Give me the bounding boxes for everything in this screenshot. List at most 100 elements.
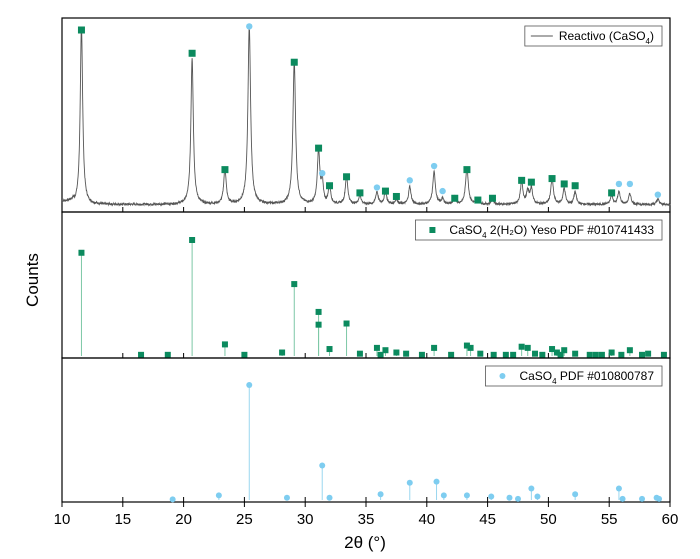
peak-marker-square [463, 166, 471, 174]
reference-marker-square [291, 281, 298, 288]
reference-marker-square [539, 351, 546, 358]
peak-marker-circle [615, 180, 623, 188]
legend-top: Reactivo (CaSO4) [524, 25, 663, 47]
peak-marker-square [518, 176, 526, 184]
reference-marker-circle [656, 495, 663, 502]
reference-marker-square [315, 308, 322, 315]
reference-marker-square [477, 350, 484, 357]
peak-marker-square [326, 182, 334, 190]
peak-marker-square [560, 180, 568, 188]
y-axis-title: Counts [23, 253, 42, 307]
legend-box [524, 25, 663, 47]
reference-marker-square [598, 351, 605, 358]
legend-middle: CaSO4 2(H₂O) Yeso PDF #010741433 [415, 219, 663, 241]
reference-marker-square [78, 249, 85, 256]
reference-marker-square [639, 351, 646, 358]
reference-marker-circle [215, 492, 222, 499]
reference-marker-square [553, 349, 560, 356]
reference-marker-circle [639, 495, 646, 502]
reference-marker-circle [440, 492, 447, 499]
reference-marker-square [418, 351, 425, 358]
peak-marker-square [451, 194, 459, 202]
peak-marker-circle [654, 191, 662, 198]
reference-marker-square [549, 346, 556, 353]
legend-label: Reactivo (CaSO4) [559, 29, 654, 46]
peak-marker-square [488, 194, 496, 202]
legend-box [415, 219, 663, 241]
chart-panels: Reactivo (CaSO4) CaSO4 2(H₂O) Yeso PDF #0… [61, 17, 671, 503]
reference-marker-square [592, 351, 599, 358]
reference-marker-square [431, 344, 438, 351]
peak-marker-square [392, 192, 400, 200]
reference-marker-circle [615, 485, 622, 492]
reference-marker-circle [463, 492, 470, 499]
reference-marker-circle [246, 382, 253, 388]
reference-marker-circle [528, 485, 535, 492]
reference-marker-square [241, 351, 248, 358]
legend-label-main: CaSO [519, 369, 552, 383]
x-tick-label: 15 [114, 511, 131, 528]
reference-marker-square [557, 351, 564, 358]
peak-marker-square [356, 189, 364, 197]
reference-marker-square [532, 350, 539, 357]
peak-marker-square [290, 58, 298, 66]
legend-square-symbol [429, 227, 436, 233]
reference-marker-square [377, 351, 384, 358]
peak-marker-square [315, 144, 323, 152]
reference-marker-square [138, 351, 145, 358]
x-tick-label: 10 [54, 511, 71, 528]
peak-marker-square [527, 178, 535, 186]
peak-marker-circle [430, 162, 438, 170]
legend-label-suffix: ) [650, 29, 654, 43]
reference-marker-square [645, 350, 652, 357]
reference-marker-circle [406, 479, 413, 486]
x-tick-label: 30 [297, 511, 314, 528]
legend-box [485, 365, 663, 387]
reference-marker-square [189, 237, 196, 243]
reference-marker-square [373, 344, 380, 351]
x-axis-title: 2θ (°) [344, 533, 386, 552]
reference-marker-circle [572, 491, 579, 498]
legend-label-main: CaSO [449, 223, 482, 237]
legend-label-sub: 4 [552, 377, 557, 386]
reference-marker-square [608, 349, 615, 356]
peak-marker-square [474, 196, 482, 204]
reference-marker-square [164, 351, 171, 358]
x-tick-label: 25 [236, 511, 253, 528]
reference-marker-square [502, 351, 509, 358]
reference-marker-square [393, 349, 400, 356]
peak-marker-square [77, 26, 85, 34]
reference-marker-square [448, 351, 455, 358]
reference-marker-circle [283, 494, 290, 501]
reference-marker-square [382, 347, 389, 354]
panel-top: Reactivo (CaSO4) [61, 17, 671, 213]
peak-marker-circle [439, 187, 446, 195]
x-axis: 10 15 20 25 30 35 40 45 50 55 60 [54, 502, 679, 528]
x-tick-label: 20 [175, 511, 192, 528]
x-tick-label: 60 [662, 511, 679, 528]
reference-marker-square [618, 351, 625, 358]
reference-marker-square [467, 344, 474, 351]
x-tick-label: 55 [601, 511, 618, 528]
reference-marker-square [315, 321, 322, 328]
peak-marker-square [548, 175, 556, 183]
reference-marker-circle [433, 478, 440, 485]
reference-marker-circle [488, 493, 495, 500]
reference-marker-square [586, 351, 593, 358]
reference-marker-square [403, 350, 410, 357]
reference-marker-circle [506, 494, 513, 501]
reference-marker-square [518, 343, 525, 350]
reference-marker-square [326, 346, 333, 353]
reference-marker-square [279, 349, 286, 356]
legend-label: CaSO4 PDF #010800787 [519, 369, 654, 386]
reference-marker-square [356, 350, 363, 357]
legend-bottom: CaSO4 PDF #010800787 [485, 365, 663, 387]
peak-marker-square [608, 189, 616, 197]
x-tick-label: 35 [358, 511, 375, 528]
panel-bottom: CaSO4 PDF #010800787 [61, 357, 671, 503]
reference-marker-square [221, 341, 228, 348]
peak-marker-square [221, 166, 229, 174]
reference-marker-square [343, 320, 350, 327]
reference-marker-circle [169, 496, 176, 503]
